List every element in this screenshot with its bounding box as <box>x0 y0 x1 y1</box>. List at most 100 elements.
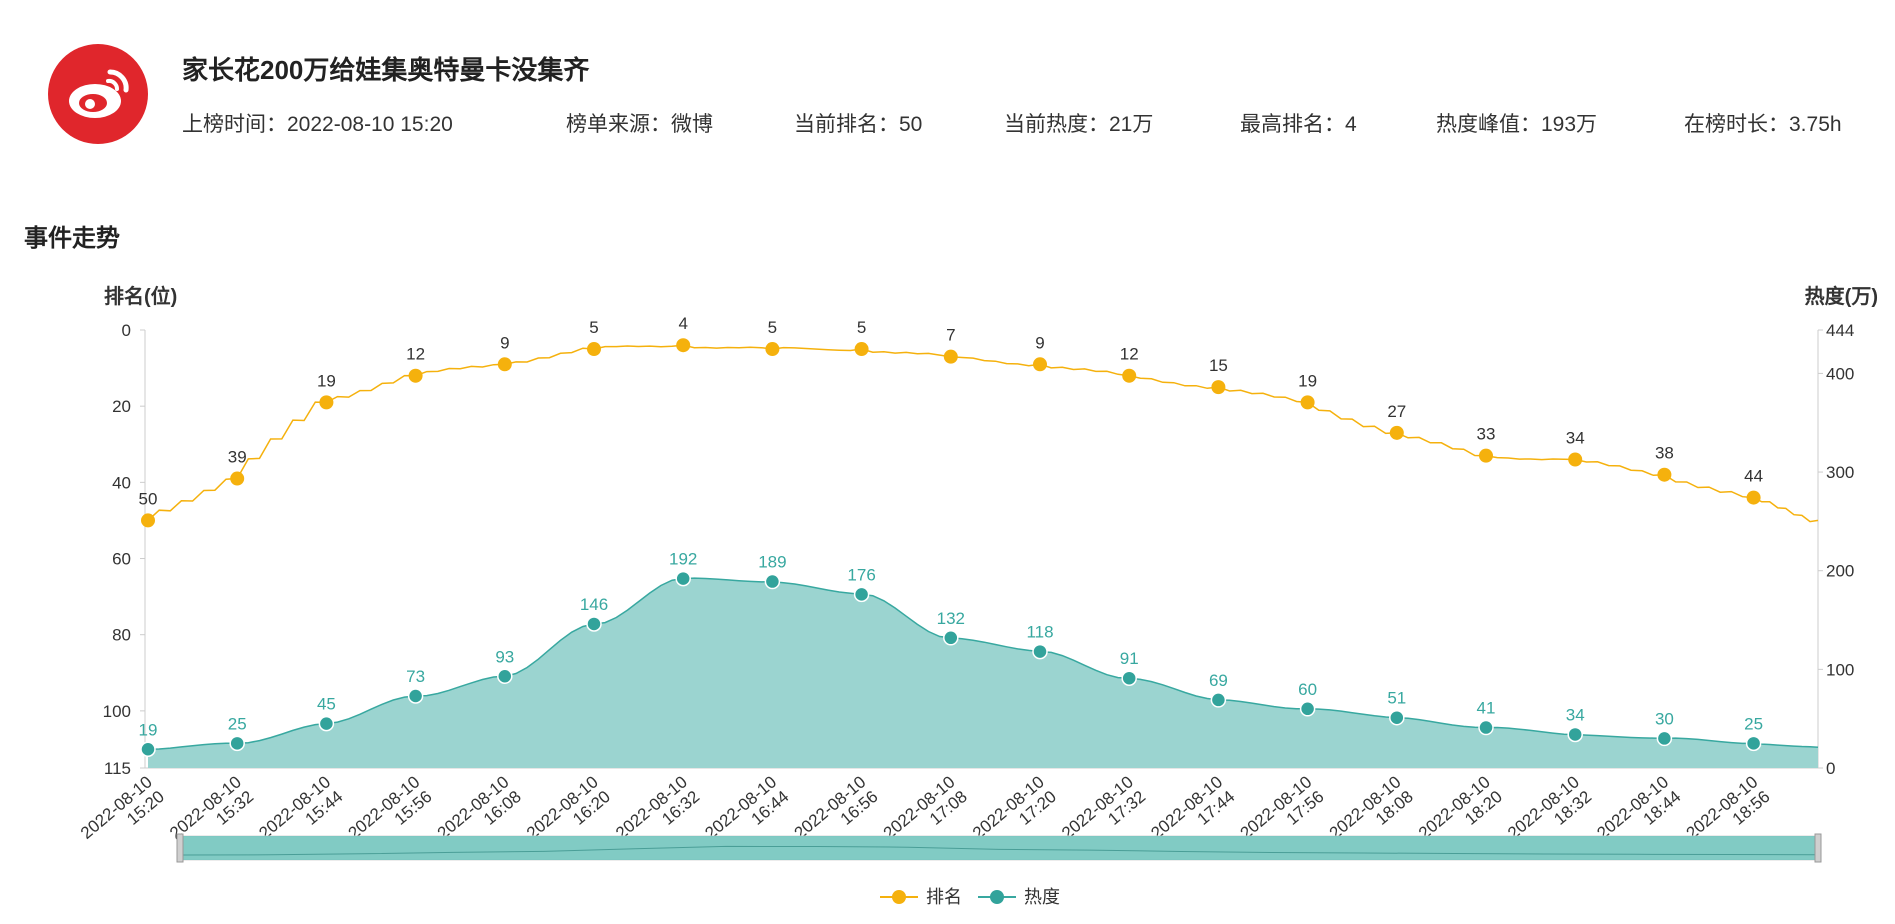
legend-heat-marker <box>990 890 1004 904</box>
heat-point <box>318 715 335 732</box>
rank-data-label: 5 <box>768 318 777 337</box>
rank-data-label: 12 <box>406 345 425 364</box>
rank-data-label: 33 <box>1477 425 1496 444</box>
meta-label: 榜单来源： <box>566 113 671 136</box>
rank-data-label: 27 <box>1387 402 1406 421</box>
heat-point <box>1745 735 1762 752</box>
heat-point <box>943 630 959 646</box>
rank-point <box>319 395 334 410</box>
rank-point <box>230 471 245 486</box>
heat-data-label: 34 <box>1566 705 1585 724</box>
y-left-tick-label: 80 <box>112 626 131 645</box>
y-left-tick-label: 115 <box>104 759 131 778</box>
legend-rank-marker <box>892 890 906 904</box>
heat-point <box>586 616 602 632</box>
y-right-tick-label: 100 <box>1826 660 1854 679</box>
meta-value: 50 <box>899 113 923 136</box>
heat-point <box>1121 670 1137 686</box>
rank-data-label: 50 <box>139 489 158 508</box>
rank-data-label: 44 <box>1744 467 1763 486</box>
legend-item-heat[interactable]: 热度 <box>978 887 1060 907</box>
heat-data-label: 19 <box>139 720 158 739</box>
rank-data-label: 19 <box>317 371 336 390</box>
heat-data-label: 132 <box>937 609 965 628</box>
meta-value: 3.75h <box>1789 113 1842 136</box>
heat-data-label: 189 <box>758 553 786 572</box>
meta-info-row: 上榜时间：2022-08-10 15:20 榜单来源：微博 当前排名：50 当前… <box>182 108 1882 138</box>
legend-label-rank: 排名 <box>926 887 962 907</box>
y-left-tick-label: 100 <box>103 702 131 721</box>
meta-label: 上榜时间： <box>182 113 287 136</box>
y-axis-left-title: 排名(位) <box>104 284 177 308</box>
rank-point <box>676 338 691 353</box>
heat-line <box>147 577 1819 751</box>
rank-point <box>854 342 869 357</box>
heat-point <box>407 688 424 704</box>
x-tick-label: 2022-08-1015:20 <box>77 772 168 857</box>
heat-point <box>764 573 781 590</box>
heat-point <box>229 735 245 752</box>
meta-label: 热度峰值： <box>1436 113 1541 136</box>
meta-current-rank: 当前排名：50 <box>794 108 922 138</box>
meta-label: 当前热度： <box>1004 113 1109 136</box>
heat-data-label: 192 <box>669 550 697 569</box>
rank-data-label: 7 <box>946 326 955 345</box>
heat-data-label: 93 <box>495 647 514 666</box>
rank-point <box>1122 368 1137 383</box>
y-right-tick-label: 400 <box>1826 364 1854 383</box>
rank-data-label: 34 <box>1566 428 1585 447</box>
heat-data-label: 91 <box>1120 649 1139 668</box>
rank-point <box>497 357 512 372</box>
heat-point <box>1299 701 1316 717</box>
y-left-tick-label: 0 <box>122 321 131 340</box>
rank-point <box>1746 490 1761 505</box>
meta-listed-time: 上榜时间：2022-08-10 15:20 <box>182 108 453 138</box>
meta-value: 4 <box>1345 113 1357 136</box>
meta-value: 193万 <box>1541 113 1598 136</box>
section-title: 事件走势 <box>24 225 120 252</box>
rank-data-label: 39 <box>228 448 247 467</box>
page-title: 家长花200万给娃集奥特曼卡没集齐 <box>182 55 590 85</box>
rank-data-label: 5 <box>589 318 598 337</box>
rank-point <box>943 349 958 364</box>
meta-source: 榜单来源：微博 <box>566 108 713 138</box>
rank-data-label: 9 <box>500 333 509 352</box>
meta-current-heat: 当前热度：21万 <box>1004 108 1153 138</box>
rank-point <box>408 368 423 383</box>
rank-data-label: 12 <box>1120 345 1139 364</box>
meta-heat-peak: 热度峰值：193万 <box>1436 108 1597 138</box>
rank-data-label: 19 <box>1298 371 1317 390</box>
rank-point <box>1211 380 1226 395</box>
zoom-handle-left[interactable] <box>176 833 184 863</box>
rank-data-label: 4 <box>678 314 687 333</box>
zoom-selection <box>180 836 1818 860</box>
heat-point <box>1032 643 1048 660</box>
rank-point <box>1568 452 1583 467</box>
legend-item-rank[interactable]: 排名 <box>880 887 962 907</box>
heat-point <box>675 570 691 587</box>
heat-data-label: 25 <box>1744 714 1763 733</box>
rank-point <box>1300 395 1315 410</box>
heat-data-label: 73 <box>406 667 425 686</box>
rank-point <box>1479 448 1493 463</box>
heat-data-label: 69 <box>1209 671 1228 690</box>
heat-point <box>1389 709 1405 726</box>
meta-best-rank: 最高排名：4 <box>1240 108 1357 138</box>
rank-point <box>1657 467 1672 482</box>
y-right-tick-label: 200 <box>1826 562 1854 581</box>
rank-point <box>587 342 601 357</box>
heat-area <box>148 578 1818 768</box>
meta-label: 当前排名： <box>794 113 899 136</box>
heat-data-label: 118 <box>1026 623 1053 642</box>
heat-data-label: 146 <box>580 595 608 614</box>
y-right-tick-label: 0 <box>1826 759 1835 778</box>
heat-data-label: 30 <box>1655 709 1674 728</box>
y-left-tick-label: 40 <box>112 473 131 492</box>
meta-value: 21万 <box>1109 113 1154 136</box>
weibo-logo-icon <box>48 44 148 144</box>
heat-point <box>1656 730 1673 747</box>
rank-point <box>1033 357 1047 372</box>
zoom-handle-right[interactable] <box>1814 833 1822 863</box>
y-left-tick-label: 20 <box>112 397 131 416</box>
